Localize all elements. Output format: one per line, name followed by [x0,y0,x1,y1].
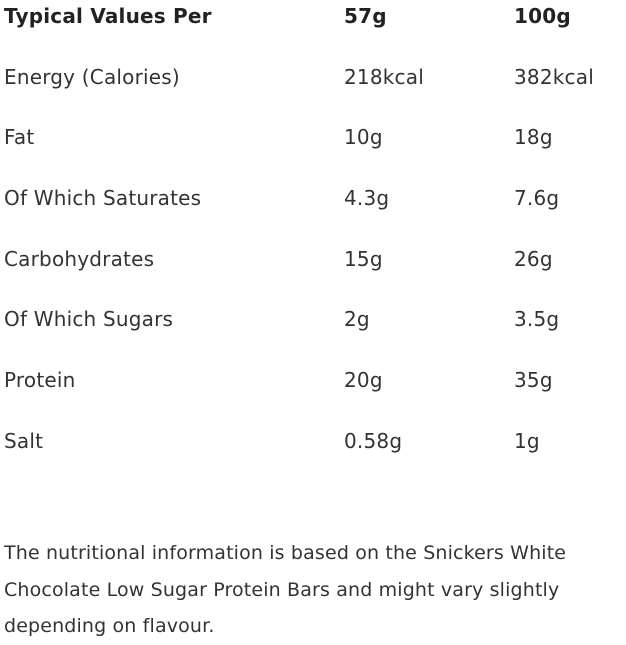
table-row: Protein 20g 35g [4,364,622,425]
row-value-100g: 7.6g [514,186,560,211]
row-value-57g: 15g [344,246,383,271]
table-row: Carbohydrates 15g 26g [4,243,622,304]
header-57g: 57g [344,4,387,28]
row-label: Energy (Calories) [4,64,180,89]
row-value-100g: 1g [514,428,540,453]
nutrition-note: The nutritional information is based on … [4,542,567,637]
row-label: Of Which Sugars [4,307,174,332]
row-label: Carbohydrates [4,246,155,271]
row-label: Fat [4,125,35,150]
row-value-100g: 18g [514,125,553,150]
table-row: Salt 0.58g 1g [4,425,622,486]
row-value-100g: 35g [514,368,553,393]
row-value-57g: 218kcal [344,64,424,89]
row-value-57g: 10g [344,125,383,150]
table-row: Fat 10g 18g [4,121,622,182]
row-value-100g: 3.5g [514,307,560,332]
nutrition-table: Typical Values Per 57g 100g Energy (Calo… [4,0,622,486]
table-header-row: Typical Values Per 57g 100g [4,0,622,61]
header-100g: 100g [514,4,571,28]
table-row: Of Which Saturates 4.3g 7.6g [4,182,622,243]
row-value-57g: 2g [344,307,370,332]
row-value-57g: 20g [344,368,383,393]
row-value-57g: 4.3g [344,186,390,211]
table-row: Energy (Calories) 218kcal 382kcal [4,61,622,122]
row-value-100g: 26g [514,246,553,271]
header-label: Typical Values Per [4,4,212,28]
table-row: Of Which Sugars 2g 3.5g [4,303,622,364]
row-value-100g: 382kcal [514,64,594,89]
row-label: Protein [4,368,76,393]
row-label: Salt [4,428,44,453]
row-label: Of Which Saturates [4,186,202,211]
row-value-57g: 0.58g [344,428,403,453]
